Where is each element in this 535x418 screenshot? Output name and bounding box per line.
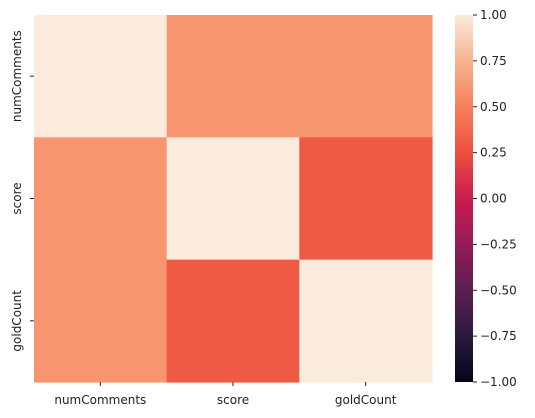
colorbar: 1.00 0.75 0.50 0.25 0.00 −0.25 −0.50 −0.75 −1.00 — [455, 8, 517, 389]
heatmap-cell — [34, 137, 167, 260]
y-tick-label: goldCount — [10, 290, 24, 352]
colorbar-tick-label: −0.25 — [480, 237, 517, 251]
y-tick-label: numComments — [10, 30, 24, 122]
y-tick-label: score — [10, 182, 24, 214]
heatmap-cell — [167, 260, 300, 383]
colorbar-tick-label: 1.00 — [480, 8, 507, 22]
heatmap-cells — [34, 15, 433, 383]
colorbar-tick-label: 0.75 — [480, 54, 507, 68]
x-tick-label: score — [217, 393, 249, 407]
heatmap-cell — [299, 15, 432, 138]
heatmap-cell — [34, 260, 167, 383]
heatmap-cell — [299, 137, 432, 260]
colorbar-tick-label: 0.00 — [480, 192, 507, 206]
y-axis: numComments score goldCount — [10, 30, 34, 351]
x-axis: numComments score goldCount — [54, 382, 396, 407]
heatmap-cell — [167, 15, 300, 138]
colorbar-tick-label: 0.25 — [480, 146, 507, 160]
colorbar-tick-label: 0.50 — [480, 100, 507, 114]
colorbar-tick-label: −0.75 — [480, 329, 517, 343]
colorbar-tick-label: −0.50 — [480, 283, 517, 297]
x-tick-label: numComments — [54, 393, 146, 407]
colorbar-tick-label: −1.00 — [480, 375, 517, 389]
heatmap-cell — [299, 260, 432, 383]
x-tick-label: goldCount — [335, 393, 397, 407]
heatmap-cell — [167, 137, 300, 260]
heatmap-cell — [34, 15, 167, 138]
colorbar-gradient — [455, 15, 473, 382]
